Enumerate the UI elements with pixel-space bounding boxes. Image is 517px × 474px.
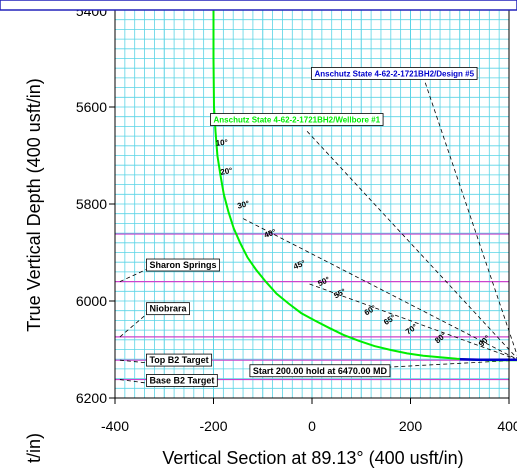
inclination-label: 30°	[236, 199, 250, 211]
formation-label: Sharon Springs	[146, 258, 220, 272]
inclination-leader	[242, 218, 517, 360]
annotation-label-text: Start 200.00 hold at 6470.00 MD	[253, 366, 388, 376]
formation-label: Top B2 Target	[146, 353, 213, 367]
formation-leader	[119, 379, 150, 384]
design-label-text: Anschutz State 4-62-2-1721BH2/Design #5	[314, 69, 474, 78]
inclination-label: 10°	[215, 138, 228, 148]
formation-label-box	[146, 374, 218, 387]
wellbore-label-box	[210, 113, 384, 126]
annotations: Sharon Springs Niobrara Top B2 Target Base …	[146, 67, 492, 387]
wellbore-label-text: Anschutz State 4-62-2-1721BH2/Wellbore #…	[214, 116, 381, 125]
formation-label-text: Base B2 Target	[149, 375, 214, 385]
formation-leader	[119, 267, 150, 282]
inclination-label: 45°	[292, 258, 307, 271]
inclination-label: 20°	[220, 166, 233, 177]
wellbore-path	[212, 10, 517, 362]
well-label-leader	[306, 130, 517, 359]
x-axis-title: Vertical Section at 89.13° (400 usft/in)	[162, 448, 463, 468]
formation-label-box	[146, 353, 213, 367]
y-tick-label: 6000	[76, 293, 107, 309]
design-label-box	[311, 67, 478, 80]
inclination-label: 55°	[332, 287, 347, 301]
annotation-label: Start 200.00 hold at 6470.00 MD	[249, 364, 391, 378]
design-label-leader	[424, 82, 517, 356]
y-tick-label: 5600	[76, 99, 107, 115]
y-tick-label: 5800	[76, 196, 107, 212]
x-tick-label: 0	[308, 418, 316, 434]
leader-lines	[119, 82, 517, 384]
annotation-leader	[282, 359, 517, 374]
x-tick-label: -400	[101, 418, 129, 434]
top-banner-frame	[0, 0, 517, 11]
inclination-label: 50°	[316, 275, 331, 288]
inclination-label: 65°	[382, 313, 397, 327]
design-label: Anschutz State 4-62-2-1721BH2/Design #5	[311, 67, 478, 80]
inclination-label: 60°	[363, 303, 378, 317]
formation-label-text: Top B2 Target	[149, 355, 208, 365]
inclination-label: 70°	[404, 322, 419, 336]
design-path	[459, 357, 517, 361]
x-tick-label: -200	[199, 418, 227, 434]
formation-label: Niobrara	[146, 302, 190, 316]
formation-label-text: Niobrara	[149, 304, 187, 314]
wellbore-label: Anschutz State 4-62-2-1721BH2/Wellbore #…	[210, 113, 384, 126]
x-tick-label: 400	[497, 418, 517, 434]
cut-off-axis-title: t/in)	[24, 433, 44, 463]
x-tick-label: 200	[399, 418, 423, 434]
formation-label-box	[146, 302, 190, 316]
annotation-label-box	[249, 364, 391, 378]
formation-leader	[119, 359, 150, 364]
inclination-label: 80°	[433, 331, 448, 346]
grid	[114, 9, 510, 399]
y-axis-title: True Vertical Depth (400 usft/in)	[24, 78, 44, 331]
inclination-leader	[309, 283, 517, 360]
formation-label-text: Sharon Springs	[149, 260, 216, 270]
formation-label-box	[146, 258, 220, 272]
y-tick-label: 6200	[76, 390, 107, 406]
formation-label: Base B2 Target	[146, 374, 218, 387]
inclination-label: 40°	[263, 227, 277, 240]
